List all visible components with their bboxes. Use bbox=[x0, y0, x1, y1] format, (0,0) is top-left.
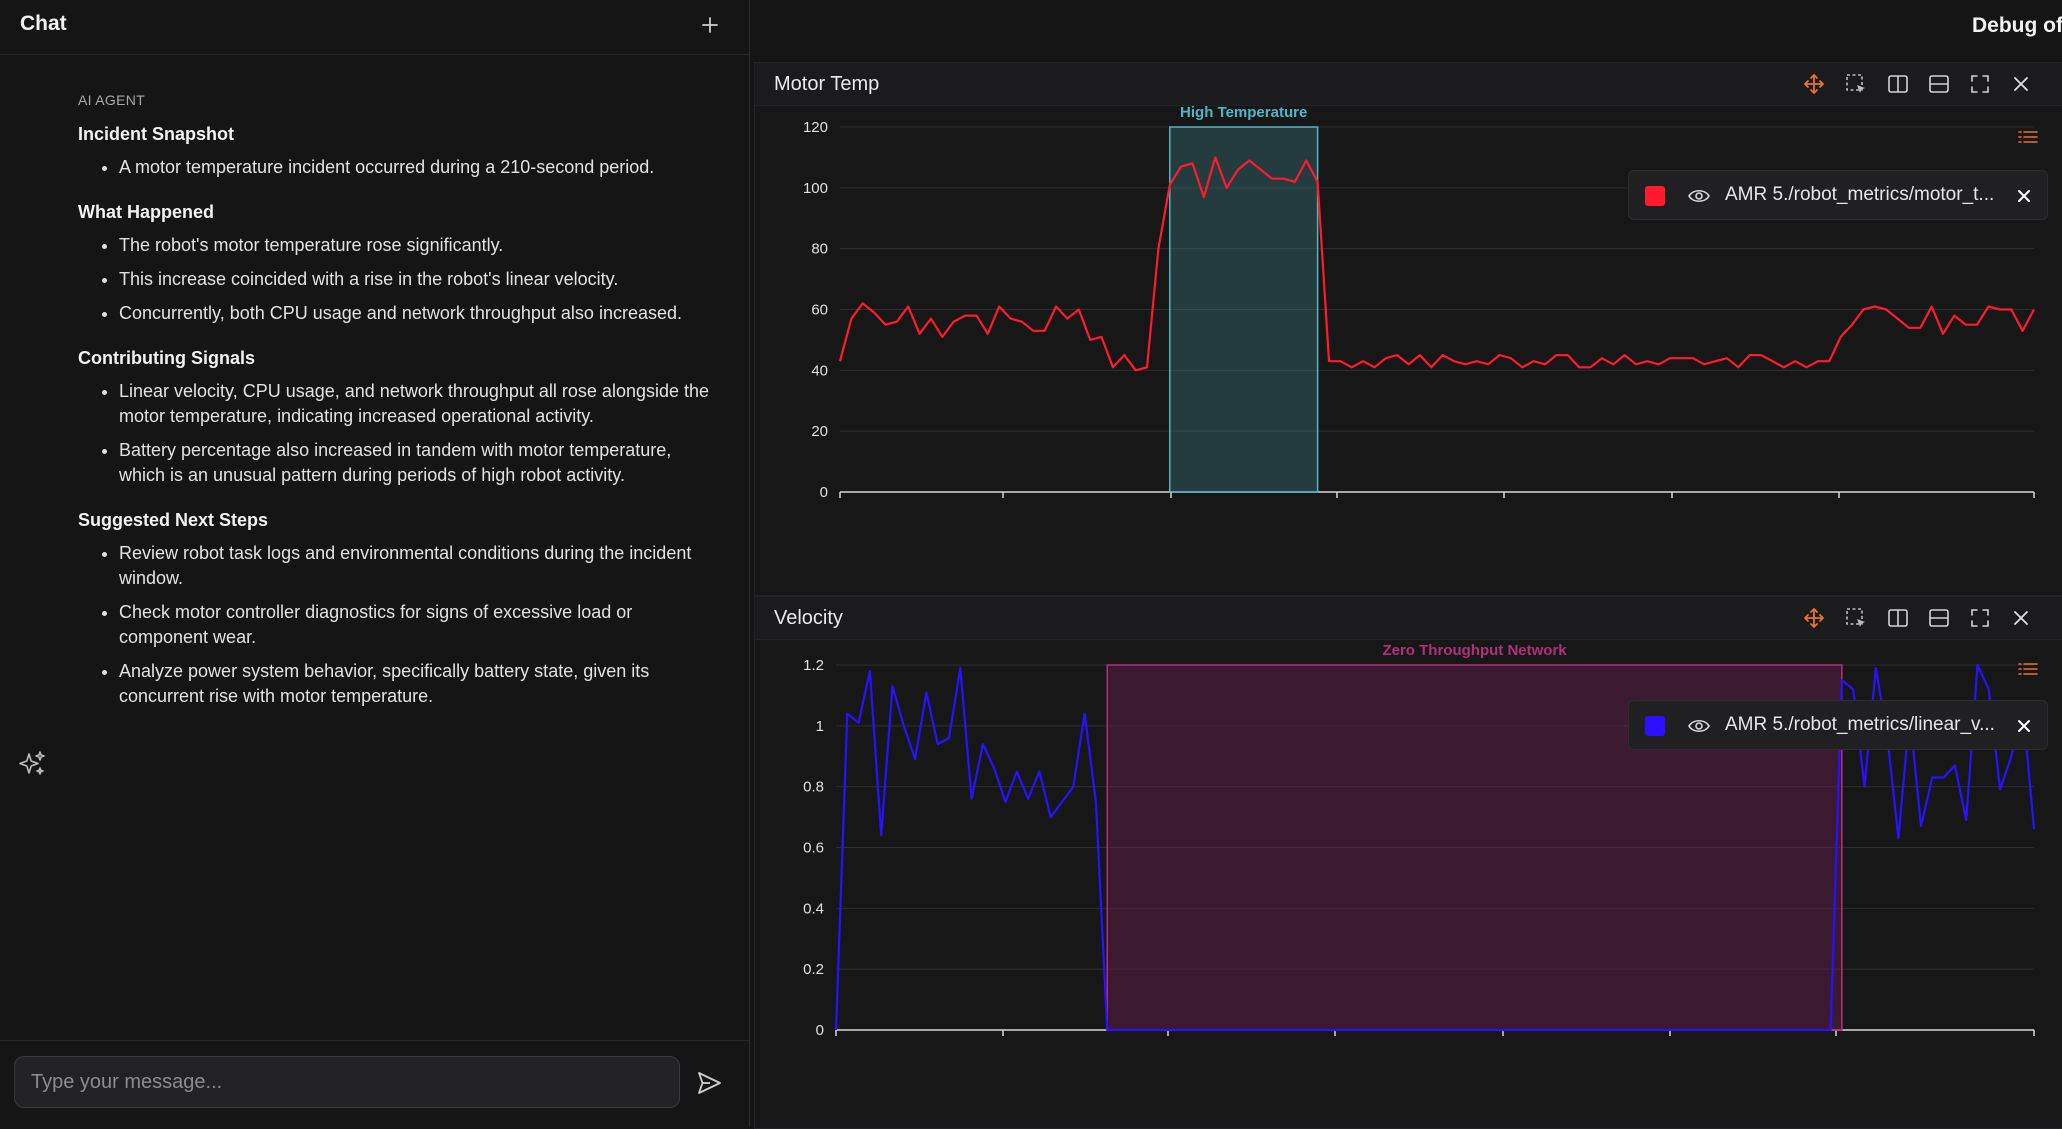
box-select-icon[interactable] bbox=[1844, 606, 1868, 630]
annotation-region bbox=[1169, 126, 1319, 493]
section-title: What Happened bbox=[78, 202, 215, 222]
plus-icon[interactable] bbox=[696, 11, 724, 39]
sparkles-icon[interactable] bbox=[16, 748, 48, 780]
bullet-list: A motor temperature incident occurred du… bbox=[78, 155, 718, 180]
fullscreen-icon[interactable] bbox=[1968, 606, 1992, 630]
message-composer bbox=[0, 1040, 749, 1128]
debug-header: Debug of bbox=[750, 0, 2062, 60]
motor-temp-chart[interactable]: 0 20 40 60 80 100 120 High Temperature bbox=[755, 105, 2062, 593]
move-icon[interactable] bbox=[1802, 606, 1826, 630]
fullscreen-icon[interactable] bbox=[1968, 72, 1992, 96]
list-item: Review robot task logs and environmental… bbox=[119, 541, 718, 591]
y-tick-label: 120 bbox=[803, 119, 828, 136]
message-input[interactable] bbox=[14, 1056, 680, 1108]
send-icon[interactable] bbox=[694, 1068, 724, 1098]
y-tick-label: 40 bbox=[811, 362, 828, 379]
debug-panel: Debug of Motor Temp bbox=[750, 0, 2062, 1129]
close-icon[interactable] bbox=[2009, 72, 2033, 96]
bullet-list: Review robot task logs and environmental… bbox=[78, 541, 718, 709]
y-tick-label: 1.2 bbox=[803, 657, 824, 674]
eye-icon[interactable] bbox=[1687, 715, 1711, 737]
list-item: This increase coincided with a rise in t… bbox=[119, 267, 718, 292]
legend-list-icon[interactable] bbox=[2017, 129, 2039, 145]
series-name: AMR 5./robot_metrics/linear_v... bbox=[1725, 714, 1995, 735]
move-icon[interactable] bbox=[1802, 72, 1826, 96]
chart-panel-velocity: Velocity 0 0.2 bbox=[754, 596, 2062, 1129]
agent-message: AI AGENT Incident Snapshot A motor tempe… bbox=[78, 92, 718, 731]
box-select-icon[interactable] bbox=[1844, 72, 1868, 96]
annotation-label: Zero Throughput Network bbox=[1382, 642, 1567, 659]
split-vertical-icon[interactable] bbox=[1886, 72, 1910, 96]
y-tick-label: 0.6 bbox=[803, 840, 824, 857]
section-title: Contributing Signals bbox=[78, 348, 255, 368]
list-item: Concurrently, both CPU usage and network… bbox=[119, 301, 718, 326]
y-tick-label: 100 bbox=[803, 180, 828, 197]
panel-toolbar: Velocity bbox=[755, 597, 2062, 640]
list-item: Battery percentage also increased in tan… bbox=[119, 438, 718, 488]
y-tick-label: 80 bbox=[811, 241, 828, 258]
debug-title: Debug of bbox=[1972, 14, 2062, 37]
panel-toolbar: Motor Temp bbox=[755, 63, 2062, 106]
section-title: Incident Snapshot bbox=[78, 124, 235, 144]
remove-series-icon[interactable] bbox=[2014, 716, 2034, 736]
agent-label: AI AGENT bbox=[78, 92, 145, 108]
y-tick-label: 60 bbox=[811, 302, 828, 319]
y-tick-label: 0 bbox=[816, 1022, 824, 1039]
section-title: Suggested Next Steps bbox=[78, 510, 269, 530]
panel-title: Velocity bbox=[774, 607, 843, 629]
list-item: Check motor controller diagnostics for s… bbox=[119, 600, 718, 650]
y-tick-label: 0.8 bbox=[803, 779, 824, 796]
y-tick-label: 0 bbox=[820, 484, 828, 501]
chat-title: Chat bbox=[20, 12, 67, 35]
panel-title: Motor Temp bbox=[774, 73, 880, 95]
list-item: A motor temperature incident occurred du… bbox=[119, 155, 718, 180]
list-item: Analyze power system behavior, specifica… bbox=[119, 659, 718, 709]
series-color-swatch[interactable] bbox=[1645, 716, 1665, 736]
series-name: AMR 5./robot_metrics/motor_t... bbox=[1725, 184, 1995, 205]
list-item: The robot's motor temperature rose signi… bbox=[119, 233, 718, 258]
bullet-list: The robot's motor temperature rose signi… bbox=[78, 233, 718, 326]
y-tick-label: 0.4 bbox=[803, 900, 824, 917]
series-line bbox=[834, 663, 2036, 1032]
split-horizontal-icon[interactable] bbox=[1927, 606, 1951, 630]
series-line bbox=[838, 156, 2035, 372]
remove-series-icon[interactable] bbox=[2014, 186, 2034, 206]
series-color-swatch[interactable] bbox=[1645, 186, 1665, 206]
series-chip-motor-temp[interactable]: AMR 5./robot_metrics/motor_t... bbox=[1628, 170, 2048, 220]
chat-panel: Chat AI AGENT Incident Snapshot A motor … bbox=[0, 0, 750, 1127]
velocity-chart[interactable]: 0 0.2 0.4 0.6 0.8 1 1.2 Zero Throughput Network bbox=[755, 639, 2062, 1128]
y-tick-label: 0.2 bbox=[803, 961, 824, 978]
bullet-list: Linear velocity, CPU usage, and network … bbox=[78, 379, 718, 488]
split-horizontal-icon[interactable] bbox=[1927, 72, 1951, 96]
y-tick-label: 1 bbox=[816, 718, 824, 735]
annotation-label: High Temperature bbox=[1180, 105, 1307, 121]
split-vertical-icon[interactable] bbox=[1886, 606, 1910, 630]
y-tick-label: 20 bbox=[811, 423, 828, 440]
eye-icon[interactable] bbox=[1687, 185, 1711, 207]
list-item: Linear velocity, CPU usage, and network … bbox=[119, 379, 718, 429]
close-icon[interactable] bbox=[2009, 606, 2033, 630]
chat-header: Chat bbox=[0, 0, 749, 55]
legend-list-icon[interactable] bbox=[2017, 661, 2039, 677]
series-chip-velocity[interactable]: AMR 5./robot_metrics/linear_v... bbox=[1628, 700, 2048, 750]
